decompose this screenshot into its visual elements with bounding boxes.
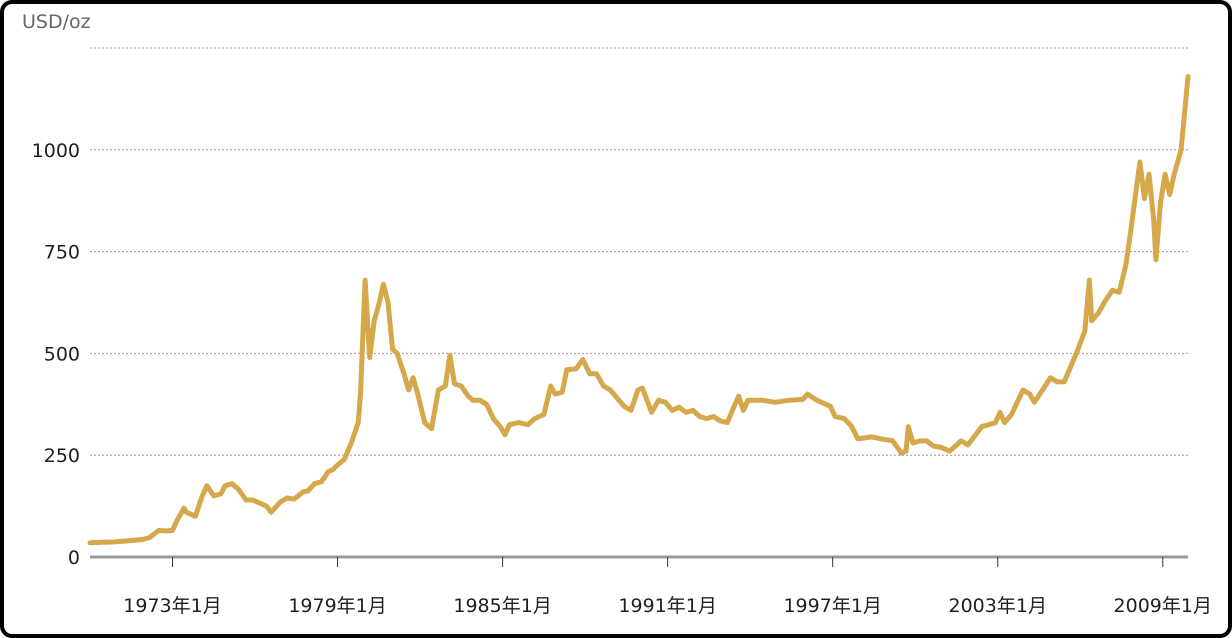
y-tick-label: 750 xyxy=(44,242,80,264)
y-tick-label: 250 xyxy=(44,445,80,467)
x-tick-label: 1973年1月 xyxy=(123,595,221,617)
y-tick-label: 1000 xyxy=(32,140,80,162)
y-tick-label: 500 xyxy=(44,343,80,365)
x-tick-label: 1997年1月 xyxy=(783,595,881,617)
gold-price-line-chart: 0 250 500 750 1000 1973年1月 1979年1月 1985年1月 1991年… xyxy=(22,11,1212,617)
axes: 0 250 500 750 1000 1973年1月 1979年1月 1985年1月 1991年… xyxy=(32,140,1212,617)
x-tick-label: 1979年1月 xyxy=(288,595,386,617)
x-tick-label: 2003年1月 xyxy=(949,595,1047,617)
gold-price-line xyxy=(87,74,1191,546)
y-tick-label: 0 xyxy=(68,547,80,569)
gridlines xyxy=(90,47,1188,456)
x-tick-label: 1991年1月 xyxy=(618,595,716,617)
x-tick-label: 1985年1月 xyxy=(453,595,551,617)
x-tick-label: 2009年1月 xyxy=(1114,595,1212,617)
y-axis-unit-label: USD/oz xyxy=(22,11,91,33)
price-series xyxy=(87,74,1191,546)
